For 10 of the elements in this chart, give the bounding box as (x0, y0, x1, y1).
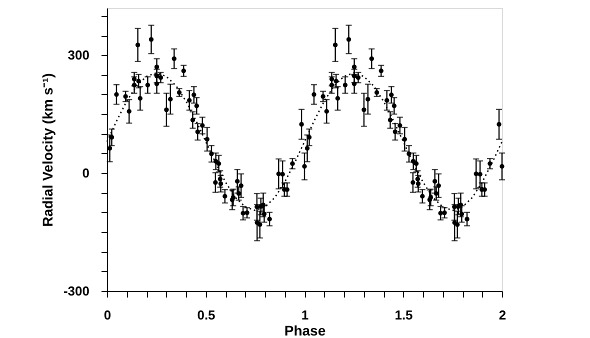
x-axis-title: Phase (284, 322, 326, 338)
x-tick-label: 2 (498, 308, 506, 322)
y-axis-title: Radial Velocity (km s⁻¹) (39, 73, 56, 227)
x-tick-label: 1.5 (394, 308, 413, 322)
y-tick-label: 300 (68, 48, 90, 63)
x-tick-label: 0.5 (197, 308, 216, 322)
x-tick-label: 1 (301, 308, 309, 322)
x-tick-label: 0 (104, 308, 112, 322)
y-tick-label: -300 (63, 284, 90, 298)
y-tick-label: 0 (82, 166, 90, 181)
